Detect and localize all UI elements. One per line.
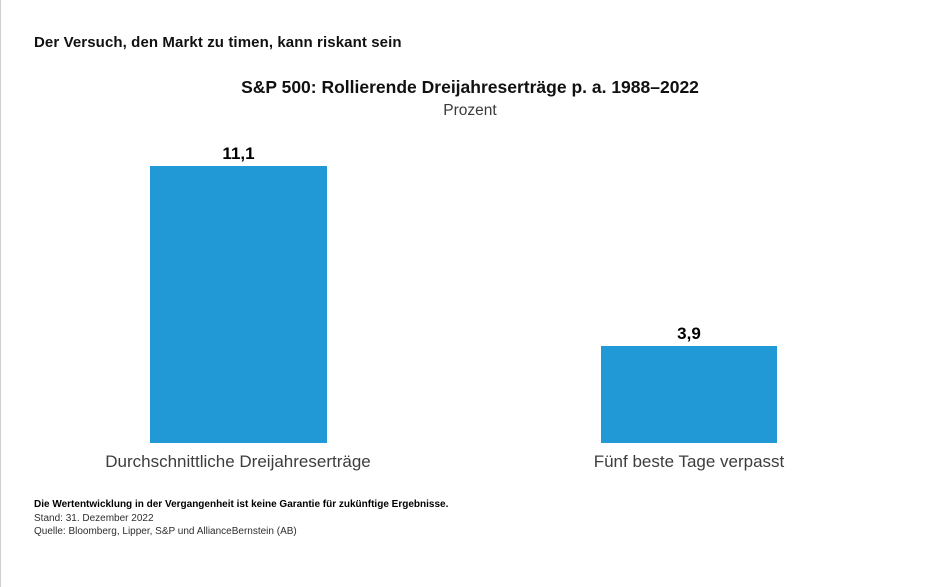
chart-subtitle: Prozent [443, 102, 497, 119]
bar-group-average-returns: 11,1 [150, 145, 327, 443]
page-headline: Der Versuch, den Markt zu timen, kann ri… [34, 34, 402, 51]
category-label-average-returns: Durchschnittliche Dreijahreserträge [105, 452, 371, 471]
bar-average-returns [150, 166, 327, 443]
footnote-source: Quelle: Bloomberg, Lipper, S&P und Allia… [34, 526, 297, 537]
bar-group-missed-days: 3,9 [601, 325, 777, 443]
chart-title: S&P 500: Rollierende Dreijahreserträge p… [241, 77, 699, 97]
bar-value-label: 11,1 [222, 144, 255, 163]
footnote-disclaimer: Die Wertentwicklung in der Vergangenheit… [34, 499, 449, 510]
footnote-as-of: Stand: 31. Dezember 2022 [34, 512, 154, 524]
bar-missed-days [601, 346, 777, 443]
category-label-missed-days: Fünf beste Tage verpasst [593, 452, 785, 471]
footnotes: Die Wertentwicklung in der Vergangenheit… [34, 498, 448, 539]
bar-value-label: 3,9 [677, 324, 701, 343]
